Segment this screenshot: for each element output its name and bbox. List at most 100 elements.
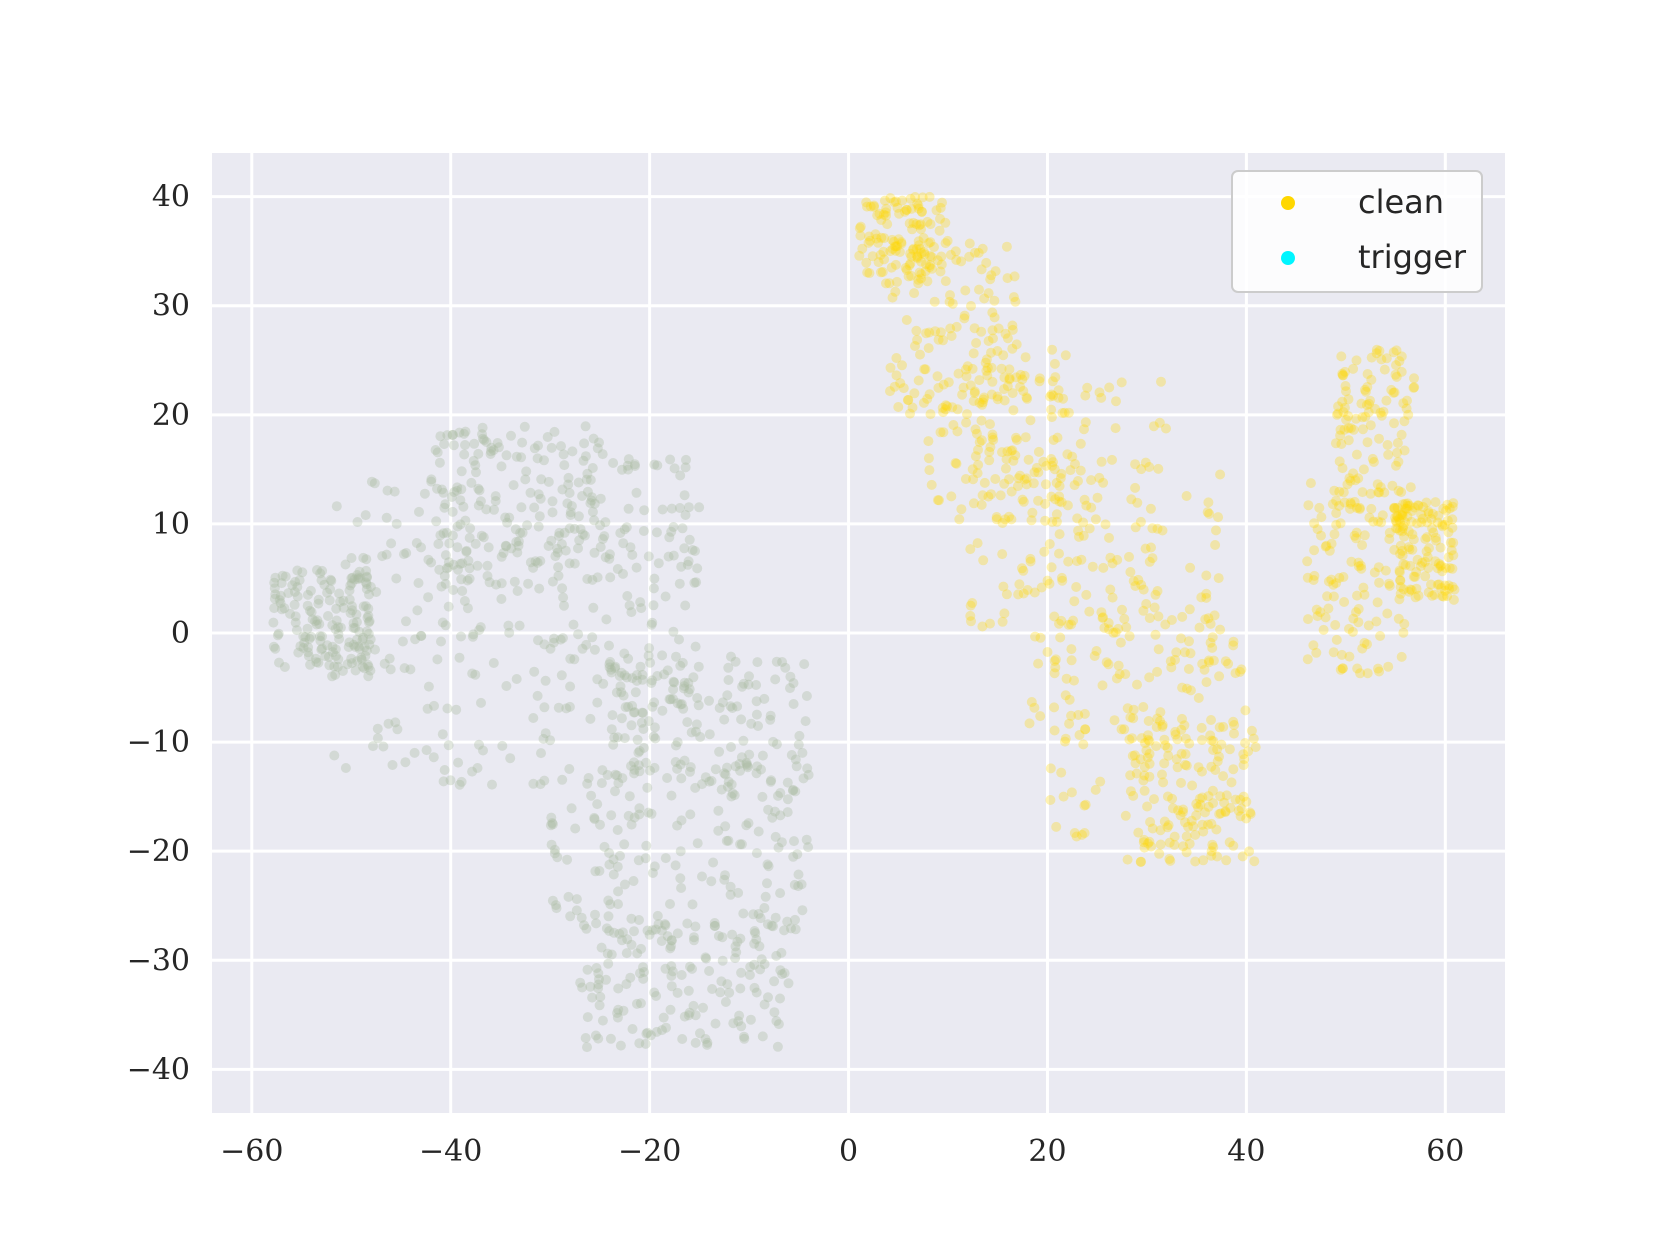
scatter-point-unlabeled — [452, 542, 463, 553]
scatter-point-clean — [1351, 449, 1362, 460]
scatter-point-unlabeled — [700, 772, 711, 783]
scatter-point-clean — [1399, 445, 1410, 456]
scatter-point-clean — [1074, 730, 1085, 740]
scatter-point-clean — [1078, 530, 1089, 541]
scatter-point-clean — [863, 237, 874, 248]
scatter-point-unlabeled — [481, 437, 492, 447]
scatter-point-clean — [961, 417, 972, 428]
scatter-point-clean — [997, 616, 1008, 627]
scatter-point-clean — [1079, 708, 1090, 719]
scatter-point-unlabeled — [515, 527, 526, 538]
scatter-point-clean — [922, 393, 933, 404]
scatter-point-clean — [896, 238, 907, 249]
scatter-point-clean — [1057, 575, 1068, 586]
scatter-point-unlabeled — [365, 665, 376, 676]
scatter-point-clean — [1331, 634, 1342, 645]
scatter-point-unlabeled — [429, 700, 439, 711]
scatter-point-clean — [1172, 762, 1183, 773]
scatter-point-clean — [1202, 507, 1213, 518]
scatter-point-unlabeled — [723, 662, 734, 673]
scatter-point-clean — [911, 244, 922, 255]
scatter-point-clean — [1059, 407, 1070, 418]
scatter-point-clean — [981, 257, 992, 268]
scatter-point-clean — [986, 270, 997, 281]
scatter-point-unlabeled — [457, 558, 468, 569]
scatter-point-clean — [1184, 636, 1194, 647]
scatter-point-unlabeled — [529, 666, 540, 677]
scatter-point-clean — [1447, 501, 1458, 512]
scatter-point-unlabeled — [593, 968, 604, 979]
scatter-point-unlabeled — [536, 748, 546, 759]
scatter-point-clean — [878, 209, 889, 220]
y-tick-label: −40 — [127, 1052, 190, 1087]
scatter-point-clean — [1090, 784, 1101, 795]
scatter-point-clean — [1394, 356, 1405, 367]
scatter-point-clean — [1105, 552, 1116, 563]
scatter-point-clean — [885, 362, 896, 373]
scatter-point-unlabeled — [447, 430, 458, 440]
scatter-point-unlabeled — [459, 596, 470, 606]
scatter-point-clean — [1171, 754, 1182, 765]
scatter-point-clean — [1053, 385, 1064, 396]
scatter-point-clean — [1044, 539, 1055, 549]
scatter-point-unlabeled — [315, 631, 325, 642]
scatter-point-unlabeled — [741, 757, 752, 768]
scatter-point-unlabeled — [643, 807, 654, 818]
scatter-point-unlabeled — [313, 594, 324, 605]
scatter-point-unlabeled — [268, 641, 279, 652]
scatter-point-unlabeled — [634, 809, 645, 820]
scatter-point-unlabeled — [508, 480, 519, 491]
scatter-point-unlabeled — [737, 681, 748, 692]
scatter-point-unlabeled — [702, 1039, 713, 1050]
scatter-point-unlabeled — [474, 625, 485, 635]
scatter-point-clean — [1098, 477, 1109, 488]
scatter-point-clean — [1246, 725, 1257, 736]
scatter-point-clean — [897, 360, 907, 371]
scatter-point-clean — [1228, 640, 1239, 651]
scatter-point-unlabeled — [352, 570, 363, 580]
scatter-point-clean — [1056, 497, 1067, 508]
scatter-point-unlabeled — [649, 573, 660, 584]
scatter-point-unlabeled — [598, 678, 609, 689]
scatter-point-unlabeled — [597, 1015, 608, 1026]
scatter-point-clean — [878, 246, 889, 257]
scatter-point-unlabeled — [608, 739, 619, 750]
scatter-point-unlabeled — [708, 857, 719, 868]
scatter-point-unlabeled — [675, 660, 686, 671]
scatter-point-clean — [1333, 408, 1343, 419]
scatter-point-unlabeled — [665, 943, 676, 954]
scatter-point-clean — [1152, 666, 1163, 677]
scatter-point-unlabeled — [782, 916, 793, 927]
scatter-point-clean — [1164, 837, 1175, 848]
scatter-point-clean — [977, 243, 988, 254]
scatter-point-unlabeled — [790, 924, 801, 935]
scatter-point-clean — [1084, 606, 1095, 617]
scatter-point-clean — [1165, 656, 1176, 667]
scatter-point-unlabeled — [606, 810, 617, 821]
scatter-point-clean — [951, 321, 962, 332]
scatter-point-clean — [1018, 386, 1029, 396]
scatter-point-unlabeled — [455, 495, 466, 506]
scatter-point-clean — [1309, 570, 1320, 581]
scatter-point-clean — [1144, 672, 1155, 683]
scatter-point-unlabeled — [554, 527, 565, 538]
scatter-point-clean — [913, 200, 924, 211]
scatter-point-unlabeled — [570, 823, 581, 834]
scatter-point-unlabeled — [581, 923, 592, 934]
scatter-point-unlabeled — [479, 435, 490, 446]
scatter-point-unlabeled — [634, 746, 645, 756]
scatter-point-clean — [1446, 545, 1457, 556]
scatter-point-clean — [979, 293, 990, 304]
scatter-point-clean — [1176, 633, 1186, 644]
scatter-point-clean — [1026, 697, 1037, 707]
scatter-point-clean — [889, 236, 899, 247]
scatter-point-unlabeled — [351, 617, 362, 627]
scatter-point-clean — [922, 276, 933, 287]
scatter-point-unlabeled — [590, 1030, 601, 1041]
scatter-point-unlabeled — [616, 713, 627, 724]
scatter-point-clean — [1204, 508, 1215, 519]
scatter-point-clean — [1208, 745, 1219, 755]
scatter-point-clean — [893, 234, 904, 245]
scatter-point-unlabeled — [666, 526, 677, 537]
scatter-point-unlabeled — [310, 653, 321, 664]
